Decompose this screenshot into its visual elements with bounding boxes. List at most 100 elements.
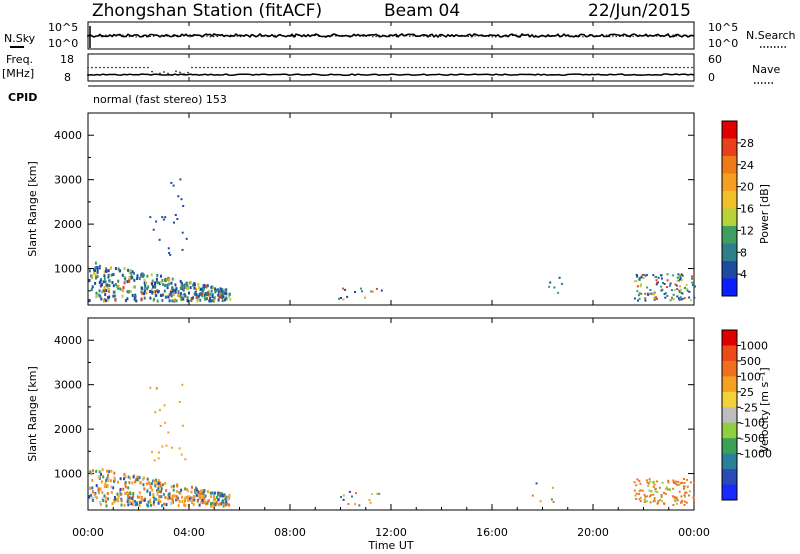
echo-cell — [153, 479, 156, 483]
echo-cell — [203, 284, 206, 288]
echo-cell — [640, 275, 643, 278]
echo-cell — [550, 498, 553, 501]
echo-cell — [667, 481, 670, 484]
echo-cell — [161, 483, 164, 487]
echo-cell — [95, 496, 98, 500]
echo-cell — [676, 295, 679, 298]
echo-cell — [677, 273, 680, 276]
nave-dot — [335, 66, 337, 69]
echo-cell — [653, 497, 656, 500]
nave-dot — [343, 66, 345, 69]
echo-cell — [179, 178, 182, 181]
echo-cell — [214, 502, 217, 506]
echo-cell — [674, 499, 677, 502]
echo-cell — [210, 502, 212, 506]
echo-cell — [141, 499, 144, 502]
echo-cell — [138, 491, 141, 495]
nave-dot — [407, 66, 409, 69]
echo-cell — [116, 285, 119, 289]
velocity-y-axis: 1000 2000 3000 4000 — [54, 334, 694, 497]
echo-cell — [163, 289, 166, 293]
echo-cell — [156, 490, 159, 494]
echo-cell — [358, 504, 361, 507]
echo-cell — [684, 495, 686, 498]
echo-cell — [190, 298, 193, 302]
echo-cell — [122, 487, 125, 491]
echo-cell — [639, 496, 642, 499]
power-colorbar-cell — [722, 208, 737, 227]
echo-cell — [214, 287, 216, 291]
echo-cell — [638, 498, 641, 501]
echo-cell — [680, 288, 682, 291]
velocity-y-tick-label: 3000 — [54, 379, 82, 392]
freq-label: Freq. — [6, 53, 33, 66]
echo-cell — [156, 481, 159, 485]
echo-cell — [161, 504, 164, 508]
echo-cell — [672, 487, 675, 490]
echo-cell — [360, 287, 362, 290]
echo-cell — [138, 277, 141, 281]
echo-cell — [150, 482, 153, 486]
echo-cell — [110, 479, 112, 483]
beam-label: Beam 04 — [384, 1, 460, 21]
echo-cell — [156, 273, 159, 277]
nave-dot — [487, 66, 489, 69]
echo-cell — [201, 499, 204, 502]
echo-cell — [106, 476, 109, 480]
echo-cell — [155, 277, 158, 281]
velocity-colorbar-tick-label: -500 — [740, 432, 765, 445]
echo-cell — [174, 283, 177, 287]
echo-cell — [180, 281, 183, 285]
noise-right-tick-top: 10^5 — [708, 21, 738, 34]
echo-cell — [681, 292, 684, 295]
echo-cell — [672, 274, 675, 277]
echo-cell — [94, 261, 97, 265]
echo-cell — [217, 293, 220, 297]
nave-dot — [299, 66, 301, 69]
echo-cell — [133, 278, 136, 282]
echo-cell — [149, 498, 151, 502]
echo-cell — [114, 478, 117, 482]
echo-cell — [115, 498, 117, 502]
echo-cell — [88, 495, 91, 499]
echo-cell — [101, 497, 104, 501]
echo-cell — [227, 495, 230, 499]
echo-cell — [198, 286, 200, 290]
echo-cell — [98, 289, 101, 293]
echo-cell — [215, 288, 218, 292]
echo-cell — [186, 284, 189, 288]
echo-cell — [167, 295, 170, 299]
nave-dot — [347, 66, 349, 69]
freq-trace — [87, 66, 695, 77]
echo-cell — [212, 299, 215, 303]
echo-cell — [131, 496, 134, 500]
echo-cell — [185, 488, 188, 492]
echo-cell — [174, 298, 177, 302]
echo-cell — [224, 495, 227, 499]
nave-dot — [451, 66, 453, 69]
echo-cell — [223, 493, 226, 497]
echo-cell — [140, 298, 143, 302]
echo-cell — [201, 489, 204, 493]
echo-cell — [98, 281, 101, 285]
echo-cell — [130, 271, 133, 275]
echo-cell — [181, 500, 184, 504]
echo-cell — [211, 299, 214, 303]
freq-left-tick-top: 18 — [60, 53, 74, 66]
nave-dot — [579, 66, 581, 69]
nave-dot — [239, 66, 241, 69]
echo-cell — [120, 499, 123, 503]
echo-cell — [667, 488, 669, 491]
echo-cell — [673, 482, 676, 485]
nave-dot — [187, 71, 189, 74]
echo-cell — [157, 479, 160, 483]
echo-cell — [131, 502, 134, 506]
noise-left-tick-bottom: 10^0 — [48, 37, 78, 50]
echo-cell — [205, 285, 207, 289]
echo-cell — [639, 500, 642, 503]
echo-cell — [110, 469, 113, 473]
echo-cell — [653, 483, 656, 486]
echo-cell — [636, 274, 638, 277]
echo-cell — [98, 470, 101, 474]
echo-cell — [180, 453, 183, 456]
